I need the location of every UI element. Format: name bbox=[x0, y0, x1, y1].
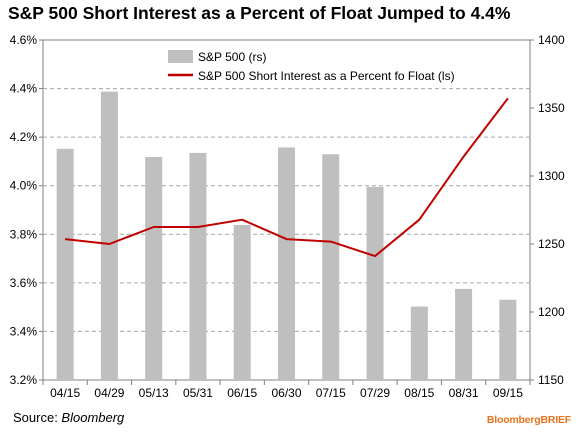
legend: S&P 500 (rs) S&P 500 Short Interest as a… bbox=[168, 50, 455, 83]
series-line bbox=[64, 97, 509, 258]
x-tick-label: 08/15 bbox=[404, 386, 434, 400]
right-tick-label: 1300 bbox=[538, 169, 565, 183]
chart-title: S&P 500 Short Interest as a Percent of F… bbox=[8, 3, 511, 23]
line-series bbox=[64, 97, 509, 258]
bar bbox=[499, 299, 517, 380]
left-tick-label: 4.6% bbox=[10, 33, 38, 47]
bar bbox=[56, 148, 74, 380]
left-tick-label: 3.2% bbox=[10, 373, 38, 387]
x-tick-label: 05/13 bbox=[139, 386, 169, 400]
right-tick-label: 1400 bbox=[538, 33, 565, 47]
x-tick-label: 07/15 bbox=[316, 386, 346, 400]
bar bbox=[145, 156, 163, 380]
left-tick-label: 4.0% bbox=[10, 179, 38, 193]
left-tick-label: 3.8% bbox=[10, 227, 38, 241]
x-tick-label: 09/15 bbox=[493, 386, 523, 400]
bar bbox=[410, 306, 428, 380]
x-tick-label: 06/30 bbox=[271, 386, 301, 400]
right-tick-label: 1250 bbox=[538, 237, 565, 251]
x-tick-label: 08/31 bbox=[449, 386, 479, 400]
bar bbox=[322, 154, 340, 380]
x-tick-label: 04/15 bbox=[50, 386, 80, 400]
left-tick-label: 3.4% bbox=[10, 324, 38, 338]
right-tick-label: 1350 bbox=[538, 101, 565, 115]
source-name: Bloomberg bbox=[61, 410, 125, 425]
legend-label-line: S&P 500 Short Interest as a Percent fo F… bbox=[198, 69, 455, 83]
left-axis-ticks: 3.2% 3.4% 3.6% 3.8% 4.0% 4.2% 4.4% 4.6% bbox=[10, 33, 43, 387]
x-tick-label: 05/31 bbox=[183, 386, 213, 400]
x-axis-ticks: 04/15 04/29 05/13 05/31 06/15 06/30 07/15 07/29… bbox=[42, 380, 531, 400]
right-axis-ticks: 1150 1200 1250 1300 1350 1400 bbox=[530, 33, 565, 387]
right-tick-label: 1200 bbox=[538, 305, 565, 319]
brand-logo: BloombergBRIEF bbox=[486, 414, 571, 426]
x-tick-label: 06/15 bbox=[227, 386, 257, 400]
bar-series bbox=[56, 91, 517, 381]
bar bbox=[233, 224, 251, 380]
bar bbox=[278, 147, 295, 380]
x-tick-label: 07/29 bbox=[360, 386, 390, 400]
bar bbox=[100, 91, 118, 381]
legend-swatch-bar bbox=[168, 50, 193, 63]
left-tick-label: 4.4% bbox=[10, 82, 38, 96]
bar bbox=[189, 152, 207, 380]
bar bbox=[366, 186, 384, 380]
legend-label-bar: S&P 500 (rs) bbox=[198, 50, 266, 64]
source-label: Source: bbox=[13, 410, 62, 425]
source-note: Source: Bloomberg bbox=[13, 410, 124, 425]
bar bbox=[455, 288, 473, 380]
x-tick-label: 04/29 bbox=[94, 386, 124, 400]
left-tick-label: 3.6% bbox=[10, 276, 38, 290]
right-tick-label: 1150 bbox=[538, 373, 564, 387]
left-tick-label: 4.2% bbox=[10, 130, 38, 144]
